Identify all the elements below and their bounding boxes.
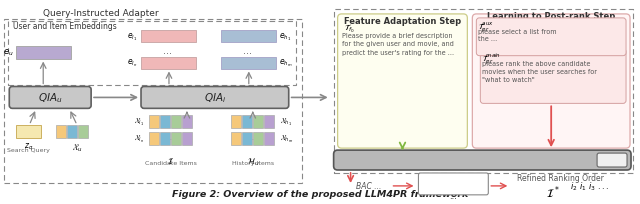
Bar (160, 133, 170, 145)
Bar (141, 31, 196, 43)
Bar (253, 133, 263, 145)
Bar (16, 126, 41, 139)
Text: the ...: the ... (478, 36, 497, 42)
Bar (4, 20, 301, 183)
FancyBboxPatch shape (419, 173, 488, 195)
Text: $e_{h_m}$: $e_{h_m}$ (279, 58, 292, 69)
Text: $\mathcal{X}_u$: $\mathcal{X}_u$ (72, 141, 83, 153)
FancyBboxPatch shape (476, 19, 626, 56)
Text: Candidate Items: Candidate Items (145, 160, 197, 165)
Text: Figure 2: Overview of the proposed LLM4PR framework: Figure 2: Overview of the proposed LLM4P… (172, 189, 469, 198)
Text: $\mathcal{H}_u$: $\mathcal{H}_u$ (246, 155, 259, 167)
Bar (253, 116, 263, 129)
Text: $\mathcal{X}_{h_m}$: $\mathcal{X}_{h_m}$ (280, 133, 293, 144)
Text: $\mathcal{X}_{i_n}$: $\mathcal{X}_{i_n}$ (134, 133, 144, 144)
Text: $\mathcal{X}_{h_1}$: $\mathcal{X}_{h_1}$ (280, 116, 292, 127)
Bar (171, 116, 181, 129)
Bar (78, 126, 88, 139)
Text: History Items: History Items (232, 160, 274, 165)
Bar (242, 116, 252, 129)
Bar (264, 133, 274, 145)
Bar (221, 31, 276, 43)
Bar (171, 133, 181, 145)
FancyBboxPatch shape (597, 153, 627, 167)
Text: $\mathcal{X}_{i_1}$: $\mathcal{X}_{i_1}$ (134, 116, 144, 127)
Text: LoRA: LoRA (602, 156, 623, 165)
Text: Learning to Post-rank Step: Learning to Post-rank Step (487, 12, 615, 21)
Text: $\mathcal{T}^{aux}_{pr}$: $\mathcal{T}^{aux}_{pr}$ (478, 21, 494, 35)
Text: $B \rightarrow i_2$: $B \rightarrow i_2$ (422, 184, 442, 194)
Bar (182, 116, 192, 129)
Text: $\mathcal{I}$: $\mathcal{I}$ (168, 155, 175, 165)
Text: Decode Map: Decode Map (429, 173, 477, 182)
Text: $e_{h_1}$: $e_{h_1}$ (279, 31, 291, 42)
Text: $e_{i_n}$: $e_{i_n}$ (127, 58, 137, 69)
Bar (242, 133, 252, 145)
Text: $\mathcal{T}^{main}_{pr}$: $\mathcal{T}^{main}_{pr}$ (483, 51, 501, 67)
Text: User and Item Embeddings: User and Item Embeddings (13, 22, 117, 31)
Bar (141, 57, 196, 69)
Text: Search Query: Search Query (7, 147, 50, 152)
FancyBboxPatch shape (338, 15, 467, 148)
Text: Query-Instructed Adapter: Query-Instructed Adapter (44, 9, 159, 18)
Text: $e_{i_1}$: $e_{i_1}$ (127, 31, 137, 42)
Text: $A \rightarrow i_1$: $A \rightarrow i_1$ (422, 177, 443, 187)
FancyBboxPatch shape (472, 15, 630, 148)
FancyBboxPatch shape (333, 150, 631, 170)
Text: $QIA_u$: $QIA_u$ (38, 91, 63, 105)
Text: please rank the above candidate: please rank the above candidate (483, 60, 591, 66)
FancyBboxPatch shape (481, 49, 626, 104)
Text: ...: ... (243, 45, 252, 55)
Bar (16, 47, 71, 59)
FancyBboxPatch shape (10, 87, 91, 109)
Text: $\mathcal{T}_{f_0}$: $\mathcal{T}_{f_0}$ (344, 23, 355, 35)
Bar (182, 133, 192, 145)
Text: $z_q$: $z_q$ (24, 141, 33, 153)
Bar (56, 126, 66, 139)
Bar (149, 116, 159, 129)
Text: $e_u$: $e_u$ (3, 47, 13, 58)
Bar (231, 133, 241, 145)
Text: $i_2\ i_1\ i_3\ ...$: $i_2\ i_1\ i_3\ ...$ (570, 180, 609, 192)
Bar (160, 116, 170, 129)
FancyBboxPatch shape (141, 87, 289, 109)
Text: ...: ... (249, 132, 257, 141)
Bar (8, 22, 296, 86)
Text: Feature Adaptation Step: Feature Adaptation Step (344, 17, 461, 26)
Text: ...: ... (167, 132, 175, 141)
Text: $\mathcal{I}^*$: $\mathcal{I}^*$ (547, 183, 560, 200)
Text: $QIA_i$: $QIA_i$ (204, 91, 226, 105)
Bar (67, 126, 77, 139)
Text: ...: ... (163, 45, 172, 55)
Text: Refined Ranking Order: Refined Ranking Order (516, 173, 604, 182)
Bar (333, 10, 633, 173)
Bar (149, 133, 159, 145)
Text: ...: ... (449, 191, 458, 200)
Text: movies when the user searches for: movies when the user searches for (483, 68, 597, 74)
Text: "what to watch": "what to watch" (483, 76, 535, 82)
Text: Large Language Model (LLM): Large Language Model (LLM) (410, 155, 571, 165)
Bar (231, 116, 241, 129)
Text: BAC ...: BAC ... (356, 182, 381, 191)
Bar (221, 57, 276, 69)
Text: Please provide a brief description
for the given user and movie, and
predict the: Please provide a brief description for t… (342, 33, 454, 55)
Text: please select a list from: please select a list from (478, 29, 557, 35)
Bar (264, 116, 274, 129)
